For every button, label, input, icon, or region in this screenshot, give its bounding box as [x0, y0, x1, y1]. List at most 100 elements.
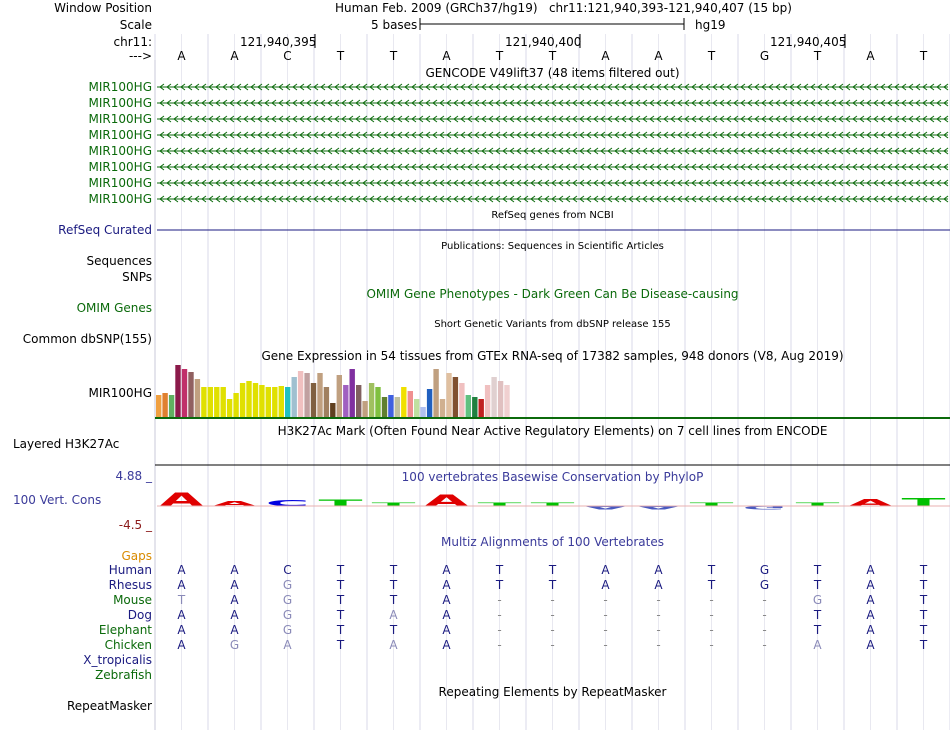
gtex-tissue-bar — [278, 386, 284, 417]
species-label[interactable]: Dog — [127, 608, 152, 622]
repeatmasker-track-title[interactable]: Repeating Elements by RepeatMasker — [438, 685, 667, 699]
h3k27ac-track-title[interactable]: H3K27Ac Mark (Often Found Near Active Re… — [277, 424, 828, 438]
gtex-tissue-bar — [207, 387, 213, 417]
gtex-tissue-bar — [362, 401, 368, 417]
alignment-base: A — [230, 623, 239, 637]
gtex-tissue-bar — [407, 391, 413, 417]
phylop-base-glyph: A — [213, 499, 260, 508]
alignment-base: - — [497, 638, 502, 652]
dbsnp-track-label[interactable]: Common dbSNP(155) — [22, 332, 152, 346]
refseq-track-title[interactable]: RefSeq genes from NCBI — [491, 210, 614, 221]
phylop-base-glyph: A — [425, 491, 471, 510]
gencode-gene-label[interactable]: MIR100HG — [88, 160, 152, 174]
coord-ticks — [314, 34, 846, 48]
gtex-tissue-bar — [246, 381, 252, 417]
assembly-position-title[interactable]: Human Feb. 2009 (GRCh37/hg19) chr11:121,… — [335, 1, 792, 15]
gtex-tissue-bar — [426, 389, 433, 417]
alignment-base: - — [550, 638, 555, 652]
alignment-base: A — [177, 608, 186, 622]
publications-track-title[interactable]: Publications: Sequences in Scientific Ar… — [441, 241, 664, 252]
alignment-base: T — [813, 608, 822, 622]
dbsnp-track-title[interactable]: Short Genetic Variants from dbSNP releas… — [434, 319, 671, 330]
gencode-track-title[interactable]: GENCODE V49lift37 (48 items filtered out… — [425, 66, 680, 80]
alignment-base: - — [656, 593, 661, 607]
gencode-gene-label[interactable]: MIR100HG — [88, 144, 152, 158]
gtex-tissue-bar — [465, 395, 471, 417]
gtex-tissue-bar — [343, 385, 349, 417]
alignment-base: T — [813, 563, 822, 577]
repeatmasker-track-label[interactable]: RepeatMasker — [66, 699, 152, 713]
gtex-track-title[interactable]: Gene Expression in 54 tissues from GTEx … — [261, 349, 844, 363]
alignment-base: T — [813, 623, 822, 637]
sequences-track-label[interactable]: Sequences — [86, 254, 152, 268]
gtex-tissue-bar — [259, 385, 265, 417]
alignment-base: A — [177, 638, 186, 652]
species-label[interactable]: Zebrafish — [95, 668, 152, 682]
gtex-tissue-bar — [297, 371, 304, 417]
gtex-tissue-bar — [272, 387, 278, 417]
base-letter: T — [336, 49, 345, 63]
scale-text: 5 bases — [371, 18, 418, 32]
alignment-base: T — [336, 608, 345, 622]
alignment-base: T — [548, 563, 557, 577]
h3k27ac-track-label[interactable]: Layered H3K27Ac — [13, 437, 120, 451]
species-label[interactable]: Human — [108, 563, 152, 577]
h3k27ac-baseline — [155, 464, 950, 466]
phylop-base-glyph: T — [531, 502, 579, 507]
gencode-strand-arrows — [159, 131, 949, 139]
phylop-track-title[interactable]: 100 vertebrates Basewise Conservation by… — [401, 470, 704, 484]
gtex-tissue-bar — [291, 377, 297, 417]
gencode-gene-label[interactable]: MIR100HG — [88, 112, 152, 126]
alignment-base: A — [177, 563, 186, 577]
multiz-track-title[interactable]: Multiz Alignments of 100 Vertebrates — [440, 535, 665, 549]
gtex-tissue-bar — [239, 383, 246, 417]
omim-track-title[interactable]: OMIM Gene Phenotypes - Dark Green Can Be… — [366, 287, 739, 301]
gencode-gene-label[interactable]: MIR100HG — [88, 176, 152, 190]
chromosome-label: chr11: — [113, 35, 152, 49]
gencode-gene-label[interactable]: MIR100HG — [88, 128, 152, 142]
gencode-gene-label[interactable]: MIR100HG — [88, 192, 152, 206]
gencode-strand-arrows — [159, 147, 949, 155]
phylop-min-label: -4.5 _ — [118, 518, 152, 532]
gencode-strand-arrows — [159, 115, 949, 123]
alignment-base: - — [603, 623, 608, 637]
gtex-tissue-bar — [265, 387, 271, 417]
gtex-tissue-bar — [226, 399, 233, 417]
refseq-line[interactable] — [0, 225, 950, 235]
gtex-gene-label[interactable]: MIR100HG — [88, 386, 152, 400]
phylop-base-glyph: T — [690, 502, 738, 507]
species-label[interactable]: Elephant — [98, 623, 152, 637]
gtex-tissue-bar — [194, 379, 201, 417]
alignment-base: A — [601, 578, 610, 592]
base-letter: T — [548, 49, 557, 63]
alignment-base: T — [919, 563, 928, 577]
gtex-tissue-bar — [439, 399, 446, 417]
gencode-strand-arrows — [159, 83, 949, 91]
alignment-base: T — [919, 578, 928, 592]
phylop-base-glyph: A — [637, 505, 694, 510]
alignment-base: G — [282, 578, 293, 592]
coord-label-1: 121,940,395 — [240, 35, 317, 49]
snps-track-label[interactable]: SNPs — [122, 270, 152, 284]
species-label[interactable]: Mouse — [113, 593, 152, 607]
gencode-strand-arrows — [159, 179, 949, 187]
gencode-gene-label[interactable]: MIR100HG — [88, 96, 152, 110]
base-letter: C — [283, 49, 292, 63]
alignment-base: T — [919, 638, 928, 652]
alignment-base: A — [177, 578, 186, 592]
scale-bar — [419, 18, 685, 30]
species-label[interactable]: Chicken — [104, 638, 152, 652]
gtex-tissue-bar — [252, 383, 259, 417]
species-label[interactable]: Rhesus — [108, 578, 152, 592]
phylop-track-label[interactable]: 100 Vert. Cons — [13, 493, 102, 507]
refseq-track-label[interactable]: RefSeq Curated — [58, 223, 152, 237]
alignment-base: - — [709, 638, 714, 652]
species-label[interactable]: X_tropicalis — [83, 653, 152, 667]
omim-track-label[interactable]: OMIM Genes — [76, 301, 152, 315]
gencode-gene-label[interactable]: MIR100HG — [88, 80, 152, 94]
alignment-base: - — [656, 623, 661, 637]
